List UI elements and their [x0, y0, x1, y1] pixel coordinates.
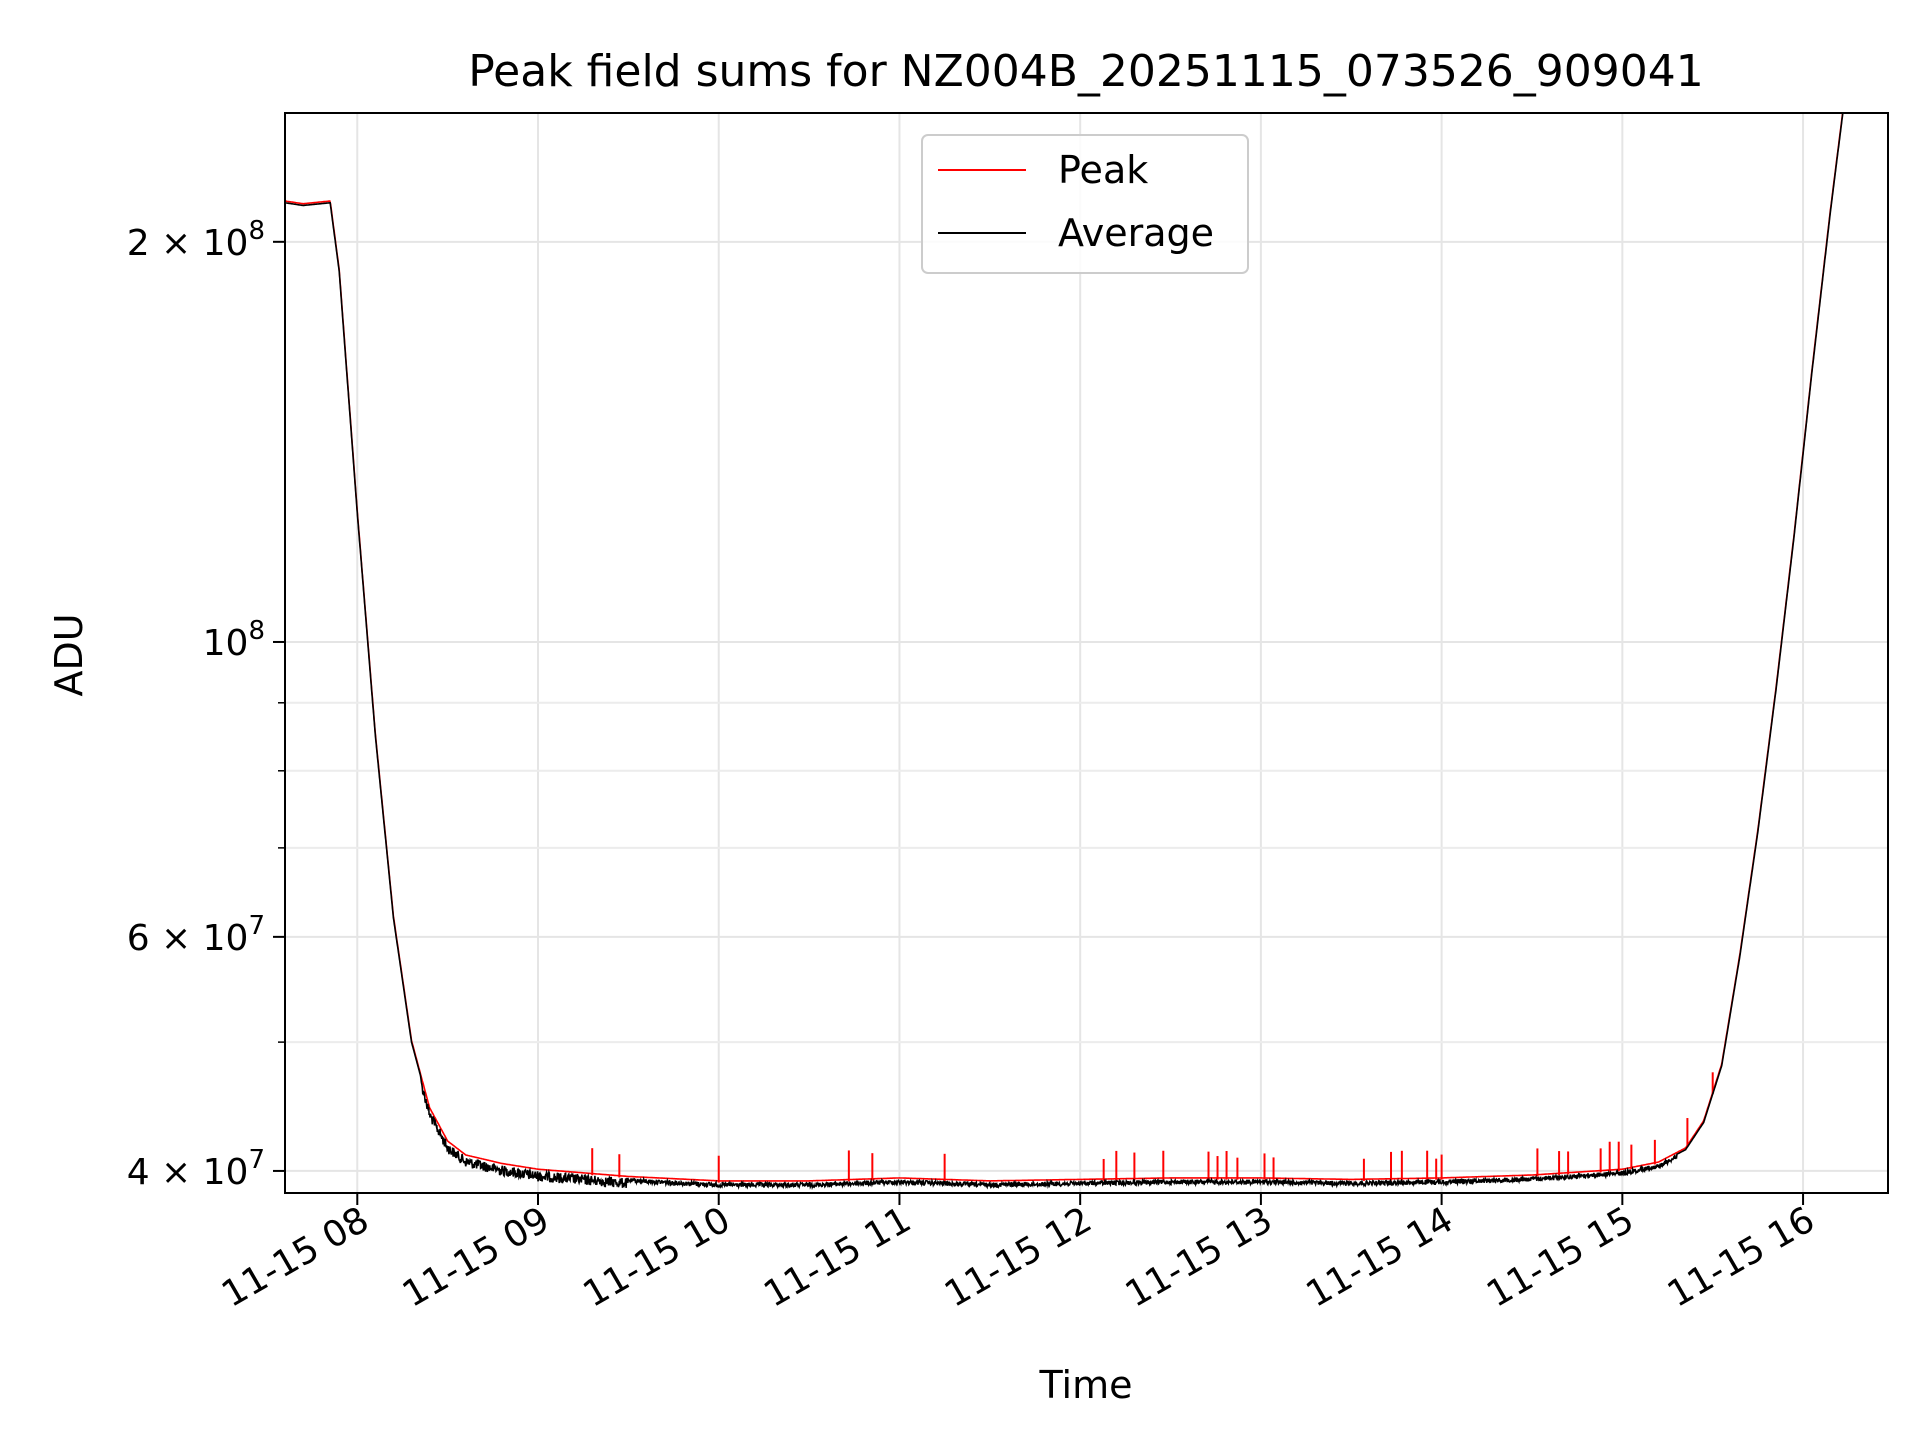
legend-label-average: Average [1058, 211, 1214, 255]
plot-frame [284, 112, 1889, 1194]
legend-label-peak: Peak [1058, 148, 1148, 192]
legend: Peak Average [921, 134, 1249, 274]
chart-title: Peak field sums for NZ004B_20251115_0735… [468, 46, 1704, 97]
series-average-line [285, 113, 1888, 1191]
y-tick-label: 2 × 108 [127, 216, 265, 264]
y-axis-label: ADU [47, 613, 91, 696]
y-tick-label: 108 [203, 616, 265, 664]
x-axis-label: Time [1039, 1363, 1133, 1407]
grid [285, 113, 1888, 1193]
y-axis-ticks: 4 × 107 6 × 107 108 2 × 108 [127, 216, 285, 1193]
series-peak-line [285, 113, 1844, 1182]
y-tick-label: 4 × 107 [127, 1145, 265, 1193]
y-tick-label: 6 × 107 [127, 911, 265, 959]
series-group [285, 113, 1888, 1191]
